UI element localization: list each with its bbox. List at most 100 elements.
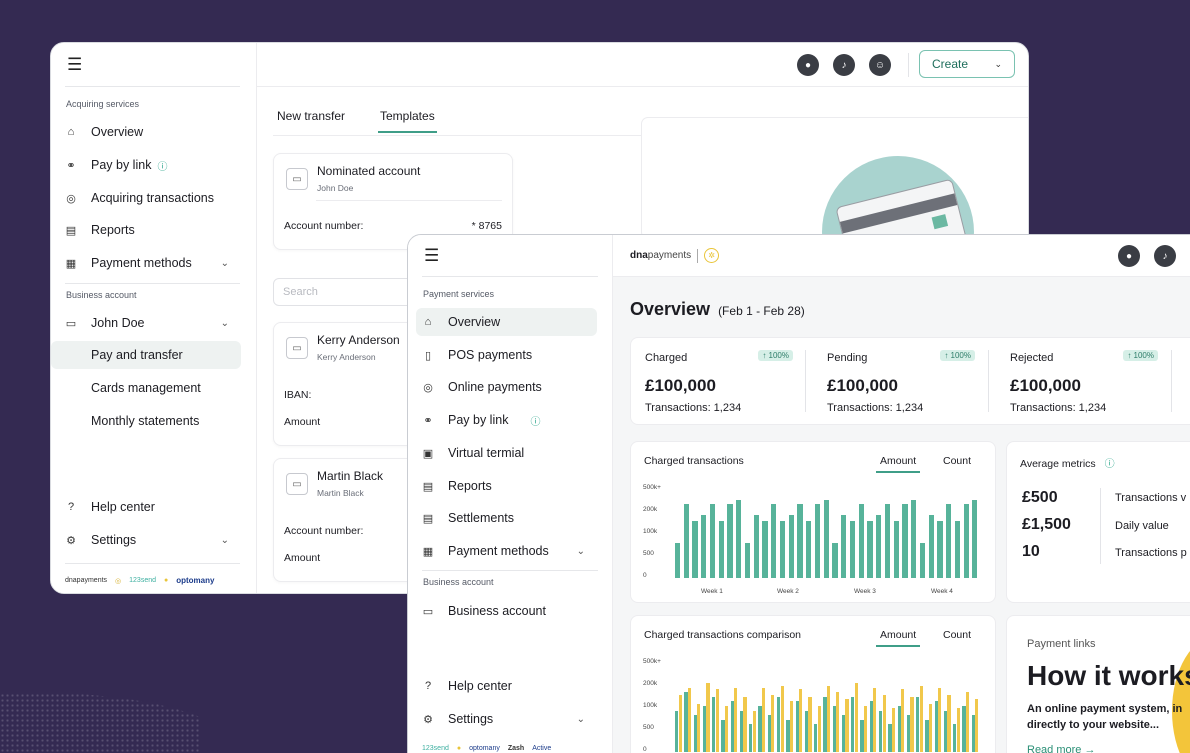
info-icon[interactable]: ⓘ — [157, 161, 168, 173]
segment-amount[interactable]: Amount — [875, 455, 921, 473]
sidebar-item-online-payments[interactable]: ◎ Online payments — [416, 373, 597, 401]
sidebar-item-payment-methods[interactable]: ▦ Payment methods ⌄ — [61, 249, 241, 277]
chart-bar — [902, 504, 908, 578]
gear-icon: ⚙ — [66, 534, 76, 547]
chart-bar — [817, 706, 821, 752]
section-label-business: Business account — [66, 290, 137, 300]
sidebar-subitem-pay-and-transfer[interactable]: Pay and transfer — [51, 341, 241, 369]
chevron-down-icon: ⌄ — [994, 58, 1002, 69]
sidebar-item-label: John Doe — [91, 316, 145, 330]
sidebar-item-help-center[interactable]: ? Help center — [416, 672, 597, 700]
tab-templates[interactable]: Templates — [378, 109, 437, 133]
stats-card: Charged ↑ 100% £100,000 Transactions: 1,… — [630, 337, 1190, 425]
account-icon: ▭ — [286, 337, 308, 359]
average-metrics-card: Average metrics ⓘ £500 £1,500 10 Transac… — [1006, 441, 1190, 603]
chart-bar — [675, 543, 681, 578]
stat-charged: Charged ↑ 100% £100,000 Transactions: 1,… — [645, 350, 793, 414]
tab-new-transfer[interactable]: New transfer — [277, 109, 346, 123]
nominated-account-card[interactable]: ▭ Nominated account John Doe Account num… — [273, 153, 513, 250]
stat-transactions: Transactions: 1,234 — [645, 402, 742, 414]
chart-bar — [786, 719, 790, 752]
sidebar-item-acquiring-transactions[interactable]: ◎ Acquiring transactions — [61, 184, 241, 212]
bell-icon[interactable]: ♪ — [833, 54, 855, 76]
chart-bar — [771, 504, 777, 578]
chart-bar — [701, 515, 707, 578]
chat-icon[interactable]: ● — [1118, 245, 1140, 267]
chart-bar — [730, 701, 734, 752]
chart-bar — [826, 685, 831, 752]
chart-bar — [953, 724, 957, 752]
chart-bar — [706, 683, 710, 752]
document-icon: ▤ — [422, 512, 434, 525]
y-tick-label: 100k — [643, 702, 658, 709]
trend-badge: ↑ 100% — [1123, 350, 1158, 361]
stat-rejected: Rejected ↑ 100% £100,000 Transactions: 1… — [1010, 350, 1158, 414]
chat-icon[interactable]: ● — [797, 54, 819, 76]
chart-bar — [888, 724, 892, 752]
chart-bar — [928, 704, 933, 752]
chart-bar — [943, 710, 948, 752]
body-line: An online payment system, in — [1027, 703, 1183, 715]
sidebar-item-label: Payment methods — [448, 544, 549, 558]
create-button[interactable]: Create ⌄ — [919, 50, 1015, 78]
sidebar-item-label: Pay and transfer — [91, 348, 183, 362]
sidebar-item-overview[interactable]: ⌂ Overview — [416, 308, 597, 336]
active-logo: Active — [532, 745, 552, 752]
martin-black-card[interactable]: ▭ Martin Black Martin Black Account numb… — [273, 458, 423, 582]
sidebar-item-john-doe[interactable]: ▭ John Doe ⌄ — [61, 309, 241, 337]
search-input[interactable]: Search — [273, 278, 423, 306]
sidebar-item-reports[interactable]: ▤ Reports — [416, 472, 597, 500]
sidebar-subitem-cards-management[interactable]: Cards management — [51, 374, 241, 402]
chart-bar — [938, 687, 942, 752]
trend-badge: ↑ 100% — [940, 350, 975, 361]
segment-count[interactable]: Count — [943, 629, 972, 641]
sidebar-item-pay-by-link[interactable]: ⚭ Pay by link ⓘ — [416, 406, 597, 434]
info-icon[interactable]: ⓘ — [530, 416, 541, 428]
read-more-link[interactable]: Read more → — [1027, 744, 1096, 753]
sidebar-item-pos-payments[interactable]: ▯ POS payments — [416, 341, 597, 369]
segment-amount[interactable]: Amount — [875, 629, 921, 647]
menu-icon[interactable]: ☰ — [67, 55, 83, 74]
chart-bar — [849, 520, 856, 578]
amount-label: Amount — [284, 552, 321, 564]
partner-logos: dnapayments ◎ 123send ● optomany — [65, 576, 222, 585]
chart-bar — [863, 706, 868, 752]
bell-icon[interactable]: ♪ — [1154, 245, 1176, 267]
sidebar-item-reports[interactable]: ▤ Reports — [61, 216, 241, 244]
info-icon[interactable]: ⓘ — [1104, 459, 1115, 470]
chart-bar — [858, 504, 864, 578]
account-icon: ▭ — [286, 473, 308, 495]
chart-bar — [841, 715, 846, 752]
sidebar-item-settings[interactable]: ⚙ Settings ⌄ — [61, 526, 241, 554]
chart-bar — [937, 520, 943, 578]
chart-bar — [972, 499, 978, 578]
sidebar-subitem-monthly-statements[interactable]: Monthly statements — [51, 407, 241, 435]
sidebar-item-virtual-terminal[interactable]: ▣ Virtual termial — [416, 439, 597, 467]
sidebar-item-settings[interactable]: ⚙ Settings ⌄ — [416, 705, 597, 733]
section-label-acquiring: Acquiring services — [66, 99, 140, 109]
menu-icon[interactable]: ☰ — [424, 246, 440, 265]
segment-count[interactable]: Count — [943, 455, 972, 467]
sidebar-item-overview[interactable]: ⌂ Overview — [61, 118, 241, 146]
sidebar-item-pay-by-link[interactable]: ⚭ Pay by link ⓘ — [61, 151, 241, 179]
section-label-payment: Payment services — [423, 289, 495, 299]
sidebar-item-payment-methods[interactable]: ▦ Payment methods ⌄ — [416, 537, 597, 565]
sidebar-item-business-account[interactable]: ▭ Business account — [416, 597, 597, 625]
chart-bar — [761, 687, 766, 752]
sidebar-item-help-center[interactable]: ? Help center — [61, 493, 241, 521]
account-owner: Martin Black — [317, 488, 364, 498]
chart-bar — [975, 698, 979, 752]
user-icon[interactable]: ☺ — [869, 54, 891, 76]
chart-bar — [919, 543, 926, 578]
home-icon: ⌂ — [424, 316, 432, 328]
back-topbar: ● ♪ ☺ Create ⌄ — [257, 43, 1028, 87]
illustration-card — [642, 118, 1028, 308]
home-icon: ⌂ — [67, 126, 75, 138]
chart-bar — [780, 685, 784, 752]
kerry-anderson-card[interactable]: ▭ Kerry Anderson Kerry Anderson IBAN: Am… — [273, 322, 423, 446]
sidebar-item-settlements[interactable]: ▤ Settlements — [416, 504, 597, 532]
partner-logos: 123send ● optomany Zash Active — [422, 745, 559, 752]
chart-bar — [916, 696, 920, 752]
account-number-label: Account number: — [284, 525, 364, 537]
chart-title: Charged transactions — [644, 455, 744, 467]
